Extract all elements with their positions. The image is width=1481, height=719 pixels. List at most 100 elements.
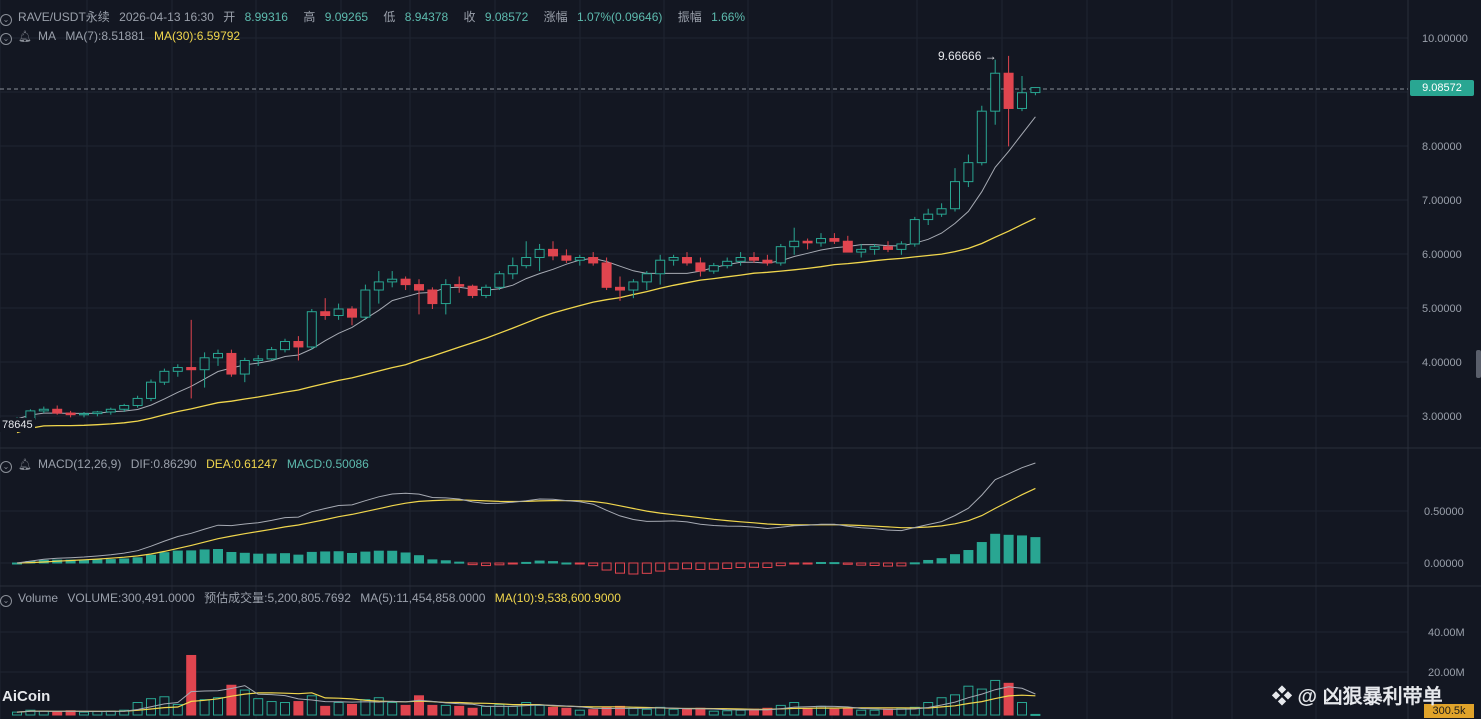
candle (427, 287, 438, 309)
high-value: 9.09265 (324, 10, 369, 24)
bell-icon[interactable]: 🔔︎ (18, 459, 32, 471)
volume-bar (454, 705, 465, 716)
macd-bar (79, 559, 89, 564)
candle-body (695, 262, 706, 272)
dif-value: DIF:0.86290 (130, 457, 197, 471)
candle (950, 168, 960, 212)
volume-bar (883, 708, 893, 716)
volume-axis-label: 40.00M (1428, 627, 1465, 639)
macd-bar (414, 555, 424, 564)
volume-bar (12, 711, 22, 716)
volume-label[interactable]: Volume (18, 591, 59, 605)
candle (266, 346, 277, 361)
ma-legend: ⌄ 🔔︎ MA MA(7):8.51881 MA(30):6.59792 (0, 28, 246, 45)
candle (52, 405, 63, 415)
candle (708, 262, 719, 274)
ma-label[interactable]: MA (37, 29, 56, 43)
macd-bar (909, 562, 920, 565)
macd-bar (561, 562, 572, 565)
collapse-icon[interactable]: ⌄ (0, 461, 12, 473)
volume-bar (467, 707, 478, 716)
price-axis: 10.00000 8.00000 7.00000 6.00000 5.00000 4.00… (1422, 33, 1468, 679)
candle-body (253, 358, 264, 361)
collapse-icon[interactable]: ⌄ (0, 14, 12, 26)
volume-bar (574, 709, 585, 716)
macd-bar (695, 562, 706, 570)
macd-bar (936, 558, 947, 564)
candle-body (628, 281, 639, 291)
candle (494, 271, 505, 291)
macd-bar (494, 562, 505, 566)
high-label: 高 9.09265 (303, 10, 369, 24)
volume-bar (159, 696, 170, 716)
ma30-value: MA(30):6.59792 (154, 29, 241, 43)
axis-scroll-handle[interactable] (1476, 350, 1481, 378)
macd-bar (682, 562, 692, 570)
candle-body (655, 259, 666, 275)
candle-body (789, 240, 800, 248)
ma7-line (16, 116, 1036, 420)
volume-bar (695, 707, 706, 716)
candle-body (936, 208, 947, 215)
candle (132, 395, 143, 408)
volume-bar (440, 704, 451, 716)
candle-body (601, 262, 612, 288)
candle (534, 243, 545, 272)
macd-bar (534, 560, 545, 564)
ma30-path (16, 217, 1036, 434)
volume-bar (360, 699, 371, 716)
vol-ma5-line (16, 685, 1036, 713)
price-axis-label: 6.00000 (1422, 249, 1462, 261)
macd-bar (467, 562, 478, 566)
candle (226, 349, 237, 377)
candle (936, 203, 947, 217)
macd-bar (119, 558, 130, 564)
ma7-value: MA(7):8.51881 (65, 29, 145, 43)
macd-bar (373, 550, 384, 564)
candle (199, 352, 210, 388)
macd-value: MACD:0.50086 (286, 457, 369, 471)
candle (159, 368, 170, 385)
volume-bar (1003, 682, 1014, 716)
candle-body (172, 367, 183, 372)
amp-value: 1.66% (711, 10, 746, 24)
volume-bar (266, 701, 277, 716)
candle (615, 276, 625, 301)
candle-body (816, 238, 826, 244)
collapse-icon[interactable]: ⌄ (0, 33, 12, 45)
candle (373, 271, 384, 304)
candle (601, 257, 612, 291)
candle (467, 284, 478, 299)
candle-body (976, 110, 987, 164)
bell-icon[interactable]: 🔔︎ (18, 31, 32, 43)
candle-body (507, 265, 518, 275)
macd-bar (172, 550, 183, 564)
macd-bar (722, 562, 733, 569)
candle-body (990, 72, 1001, 112)
candle (1003, 55, 1014, 147)
volume-bar (735, 709, 746, 716)
macd-bar (333, 551, 344, 564)
candle-body (293, 341, 304, 348)
volume-bar (253, 698, 264, 716)
macd-label[interactable]: MACD(12,26,9) (37, 457, 122, 471)
volume-bar (615, 705, 625, 716)
volume-bar (628, 707, 639, 716)
macd-bar (775, 562, 786, 567)
volume-bar (347, 703, 357, 716)
macd-bar (628, 562, 639, 575)
volume-bar (25, 709, 36, 716)
candle (842, 235, 853, 253)
volume-bar (92, 711, 103, 716)
symbol-name: RAVE/USDT永续 (18, 10, 110, 24)
candle (628, 279, 639, 299)
candle-body (494, 273, 505, 288)
volume-bar (708, 710, 719, 716)
volume-bar (507, 705, 518, 716)
candle-body (454, 284, 465, 287)
collapse-icon[interactable]: ⌄ (0, 595, 12, 607)
macd-bar (842, 562, 853, 565)
candle (976, 105, 987, 166)
macd-bar (427, 559, 438, 564)
